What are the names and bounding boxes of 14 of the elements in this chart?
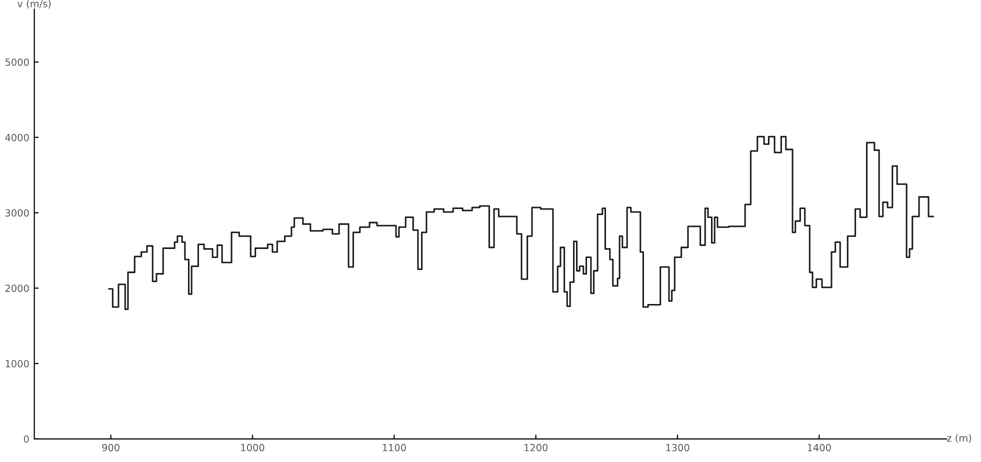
- y-axis-title: v (m/s): [18, 0, 51, 8]
- x-tick-label: 1400: [808, 444, 831, 452]
- y-tick-label: 0: [24, 435, 29, 443]
- x-tick-label: 1200: [524, 444, 548, 452]
- x-tick-label: 900: [102, 444, 120, 452]
- y-tick-label: 2000: [5, 284, 29, 292]
- y-tick-label: 1000: [6, 360, 29, 368]
- x-tick-label: 1000: [241, 444, 264, 452]
- x-tick-label: 1100: [382, 444, 406, 452]
- y-tick-label: 3000: [5, 209, 29, 217]
- y-tick-label: 5000: [5, 58, 29, 66]
- x-axis-title: z (m): [947, 434, 972, 443]
- x-tick-label: 1300: [666, 444, 690, 452]
- y-tick-label: 4000: [5, 134, 29, 142]
